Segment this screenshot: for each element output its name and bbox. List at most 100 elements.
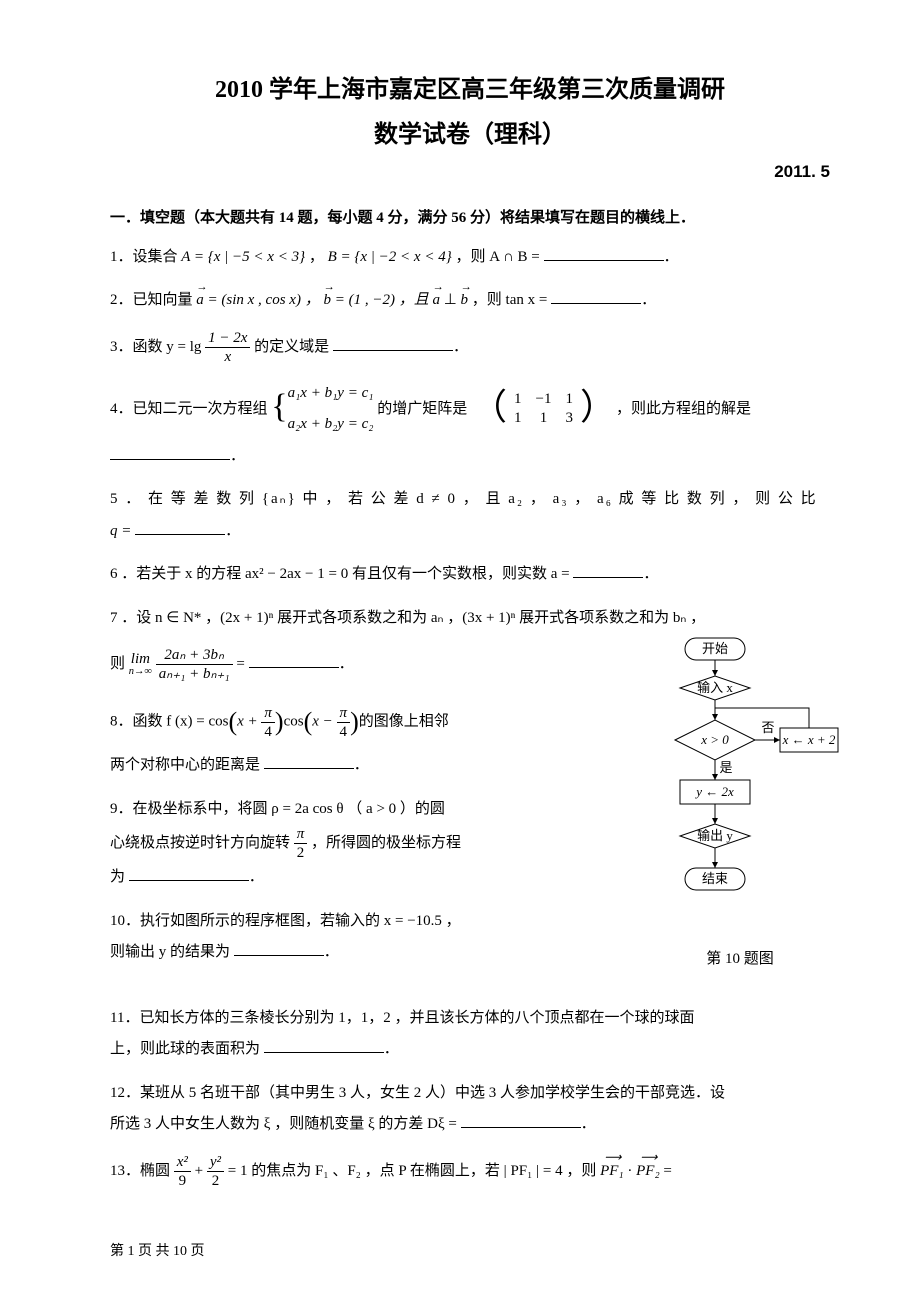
q2-prefix: 2．已知向量 — [110, 292, 196, 308]
question-1: 1．设集合 A = {x | −5 < x < 3} ， B = {x | −2… — [110, 242, 830, 274]
flow-cond: x > 0 — [700, 732, 729, 747]
flow-yes: 是 — [719, 760, 732, 775]
q9-pi-den: 2 — [294, 844, 308, 862]
q8-tail: 的图像上相邻 — [359, 714, 449, 730]
q4-prefix: 4．已知二元一次方程组 — [110, 401, 271, 417]
q3-prefix: 3．函数 y = lg — [110, 339, 205, 355]
q8-mid: cos — [284, 714, 304, 730]
q2-blank — [551, 288, 641, 304]
q8-blank — [264, 753, 354, 769]
q13-mid: = 1 的焦点为 F₁ 、F₂ ，点 P 在椭圆上，若 | PF₁ | = 4 … — [224, 1163, 600, 1179]
q7-eq: = — [233, 656, 249, 672]
q11-line2: 上，则此球的表面积为 — [110, 1041, 264, 1057]
flowchart-figure: 开始 输入 x x > 0 否 是 x ← x + 2 y ← 2x 输出 y … — [640, 636, 840, 972]
q8-pi-den-2: 4 — [337, 723, 351, 741]
flow-input: 输入 x — [697, 680, 733, 695]
q13-frac2: y²2 — [207, 1153, 224, 1190]
q13-eq: = — [660, 1163, 672, 1179]
q4-end: ． — [230, 448, 245, 464]
q8-arg2: x − — [312, 714, 336, 730]
q5-text-b: q = — [110, 523, 135, 539]
q7-num: 2aₙ + 3bₙ — [156, 646, 233, 665]
q12-end: ． — [581, 1116, 596, 1132]
q1-setA: A = {x | −5 < x < 3} — [181, 249, 305, 265]
q11-end: ． — [384, 1041, 399, 1057]
flowchart-svg: 开始 输入 x x > 0 否 是 x ← x + 2 y ← 2x 输出 y … — [640, 636, 840, 931]
q13-dot: · — [624, 1163, 637, 1179]
q13-plus: + — [191, 1163, 207, 1179]
q12-line2: 所选 3 人中女生人数为 ξ ，则随机变量 ξ 的方差 Dξ = — [110, 1116, 461, 1132]
q9-pi2: π2 — [294, 825, 308, 862]
q2-end: ． — [641, 292, 656, 308]
q1-prefix: 1．设集合 — [110, 249, 181, 265]
q8-pi4-2: π4 — [337, 704, 351, 741]
q8-pi-num-1: π — [261, 704, 275, 723]
q10-end: ． — [324, 944, 339, 960]
q2-b-val: = (1 , −2) ，且 — [331, 292, 433, 308]
q11-blank — [264, 1037, 384, 1053]
flow-assign2: y ← 2x — [694, 784, 734, 799]
question-2: 2．已知向量 a = (sin x , cos x) ， b = (1 , −2… — [110, 285, 830, 317]
q8-prefix: 8．函数 f (x) = cos — [110, 714, 228, 730]
q3-blank — [333, 335, 453, 351]
q3-num: 1 − 2x — [205, 329, 250, 348]
question-8: 8．函数 f (x) = cos(x + π4)cos(x − π4)的图像上相… — [110, 695, 580, 781]
brace-left-icon: { — [271, 390, 287, 424]
m11: 1 — [529, 409, 559, 429]
q8-pi-num-2: π — [337, 704, 351, 723]
q13-prefix: 13．椭圆 — [110, 1163, 174, 1179]
q4-tail: ，则此方程组的解是 — [616, 401, 751, 417]
q13-pf2-vec: PF₂ — [636, 1156, 660, 1188]
title-line-2: 数学试卷（理科） — [110, 115, 830, 156]
question-12: 12．某班从 5 名班干部（其中男生 3 人，女生 2 人）中选 3 人参加学校… — [110, 1078, 830, 1141]
q4-matrix: 1−11113 — [507, 390, 580, 429]
q9-pi-num: π — [294, 825, 308, 844]
q6-blank — [573, 562, 643, 578]
question-7b: 则 limn→∞ 2aₙ + 3bₙaₙ₊₁ + bₙ₊₁ = ． — [110, 646, 580, 683]
q2-perp: ⊥ — [440, 292, 461, 308]
question-10: 10．执行如图所示的程序框图，若输入的 x = −10.5 ， 则输出 y 的结果… — [110, 906, 580, 969]
q13-pf1-vec: PF₁ — [600, 1156, 624, 1188]
q4-eq2: a₂x + b₂y = c₂ — [288, 416, 374, 432]
q2-tail: ，则 tan x = — [468, 292, 551, 308]
q10-line1: 10．执行如图所示的程序框图，若输入的 x = −10.5 ， — [110, 913, 461, 929]
flow-end: 结束 — [702, 871, 728, 886]
q2-b-vec-2: b — [461, 285, 469, 317]
q7-lim: lim — [129, 652, 152, 667]
question-5: 5 ． 在 等 差 数 列 {aₙ} 中 ， 若 公 差 d ≠ 0 ， 且 a… — [110, 484, 830, 547]
q9-line3: 为 — [110, 869, 129, 885]
q7-end: ． — [339, 656, 354, 672]
m10: 1 — [507, 409, 529, 429]
q10-blank — [234, 940, 324, 956]
m12: 3 — [558, 409, 580, 429]
q4-system: a₁x + b₁y = c₁a₂x + b₂y = c₂ — [288, 378, 374, 441]
q7-line1: 7 ．设 n ∈ N* ，(2x + 1)ⁿ 展开式各项系数之和为 aₙ ，(3… — [110, 610, 705, 626]
question-4: 4．已知二元一次方程组 {a₁x + b₁y = c₁a₂x + b₂y = c… — [110, 378, 830, 473]
title-line-1: 2010 学年上海市嘉定区高三年级第三次质量调研 — [110, 70, 830, 111]
q1-blank — [544, 245, 664, 261]
q5-end: ． — [225, 523, 240, 539]
paren-right-icon: ） — [580, 389, 616, 425]
q5-text-a: 5 ． 在 等 差 数 列 {aₙ} 中 ， 若 公 差 d ≠ 0 ， 且 a… — [110, 491, 818, 507]
q6-end: ． — [643, 566, 658, 582]
q6-text: 6 ．若关于 x 的方程 ax² − 2ax − 1 = 0 有且仅有一个实数根… — [110, 566, 573, 582]
q2-b-vec: b — [323, 285, 331, 317]
q8-line2: 两个对称中心的距离是 — [110, 757, 264, 773]
q3-den: x — [205, 348, 250, 366]
flowchart-caption: 第 10 题图 — [640, 947, 840, 973]
q8-pi-den-1: 4 — [261, 723, 275, 741]
q1-mid: ， — [305, 249, 328, 265]
q10-line2: 则输出 y 的结果为 — [110, 944, 234, 960]
q13-frac1: x²9 — [174, 1153, 191, 1190]
q11-line1: 11．已知长方体的三条棱长分别为 1，1，2 ，并且该长方体的八个顶点都在一个球… — [110, 1010, 694, 1026]
q1-tail: ，则 A ∩ B = — [452, 249, 544, 265]
question-13: 13．椭圆 x²9 + y²2 = 1 的焦点为 F₁ 、F₂ ，点 P 在椭圆… — [110, 1153, 830, 1190]
q12-line1: 12．某班从 5 名班干部（其中男生 3 人，女生 2 人）中选 3 人参加学校… — [110, 1085, 725, 1101]
q13-num1: x² — [174, 1153, 191, 1172]
q13-num2: y² — [207, 1153, 224, 1172]
m00: 1 — [507, 390, 529, 410]
q3-frac: 1 − 2xx — [205, 329, 250, 366]
q1-end: ． — [664, 249, 679, 265]
q13-den2: 2 — [207, 1172, 224, 1190]
question-3: 3．函数 y = lg 1 − 2xx 的定义域是 ． — [110, 329, 830, 366]
